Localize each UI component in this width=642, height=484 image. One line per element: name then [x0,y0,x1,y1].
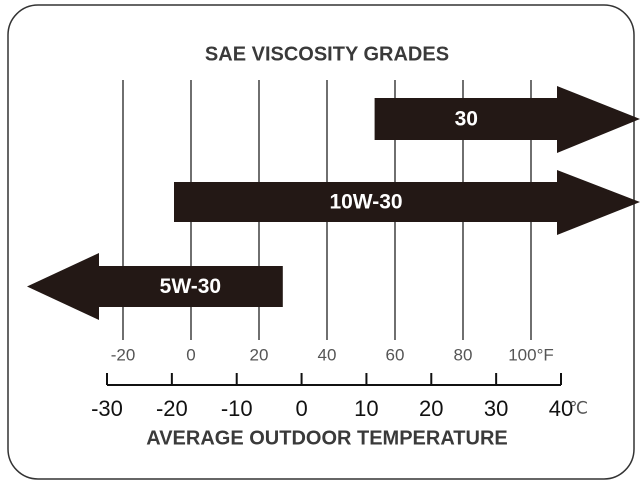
x2-tick-label: 40 [549,396,573,421]
arrow-head [557,86,640,153]
x-tick-label: 20 [250,345,269,364]
x2-tick-label: -20 [156,396,188,421]
bar-label: 10W-30 [329,191,402,214]
x2-tick-label: -10 [221,396,253,421]
chart-title: SAE VISCOSITY GRADES [205,43,449,65]
x2-unit: ℃ [569,398,588,417]
x2-tick-label: -30 [91,396,123,421]
x2-tick-label: 20 [419,396,443,421]
x-tick-label: 40 [318,345,337,364]
bar-label: 30 [455,108,478,131]
range-bar [98,266,283,307]
frame [7,4,635,480]
x2-tick-label: 0 [295,396,307,421]
x-tick-label: 0 [186,345,195,364]
x-axis-title: AVERAGE OUTDOOR TEMPERATURE [146,427,508,449]
x-tick-label: 100°F [508,345,554,364]
range-bar [174,182,558,222]
x2-tick-label: 30 [484,396,508,421]
x-tick-label: -20 [111,345,136,364]
x2-tick-label: 10 [354,396,378,421]
x-tick-label: 80 [454,345,473,364]
arrow-head [27,253,99,320]
arrow-head [557,170,640,235]
bar-label: 5W-30 [160,275,221,298]
x-tick-label: 60 [386,345,405,364]
range-bar [374,98,558,140]
